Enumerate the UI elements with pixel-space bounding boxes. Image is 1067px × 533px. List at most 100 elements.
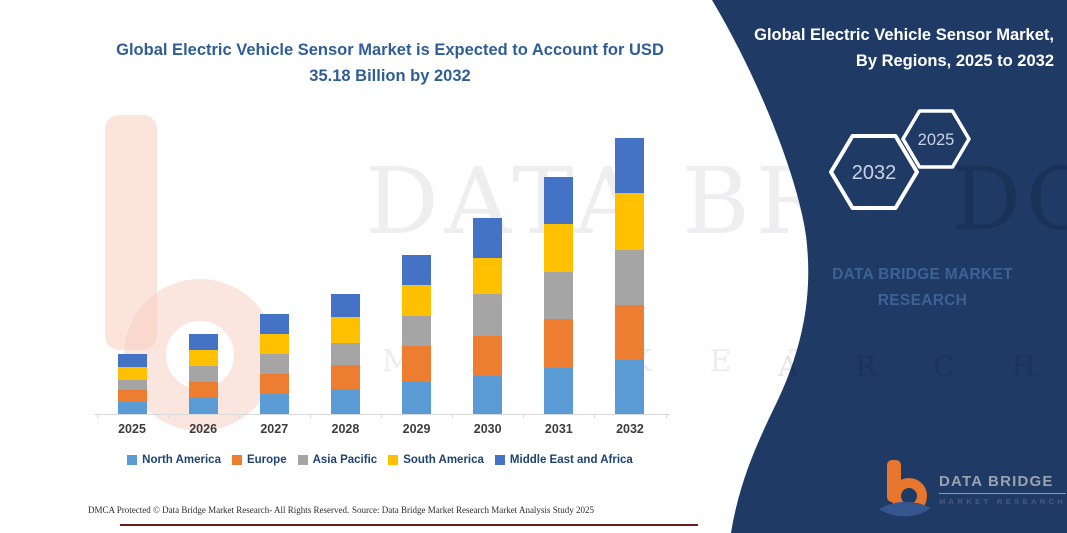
hexagon-2032-badge: 2032 [829,134,919,210]
legend-label: Middle East and Africa [509,454,633,466]
segment-middle-east-and-africa [473,217,503,259]
x-axis-label-2030: 2030 [473,422,502,436]
segment-asia-pacific [544,271,574,320]
panel-brand-watermark-line1: DATA BRIDGE MARKET [832,266,1013,283]
panel-brand-watermark-line2: RESEARCH [877,291,968,309]
segment-europe [259,374,289,394]
legend-label: South America [403,454,484,466]
segment-middle-east-and-africa [117,354,147,367]
segment-north-america [402,381,432,414]
x-axis-label-2031: 2031 [544,422,573,436]
segment-south-america [330,316,360,343]
x-axis-tick [309,414,311,418]
segment-middle-east-and-africa [330,294,360,317]
x-axis-line [94,414,670,415]
hexagon-2025-badge: 2025 [901,109,971,169]
segment-asia-pacific [188,366,218,383]
panel-watermark-letters: DGE [952,150,1067,250]
hex-year-2032: 2032 [852,162,897,184]
legend-item-asia-pacific: Asia Pacific [297,454,378,466]
segment-middle-east-and-africa [615,138,645,194]
segment-asia-pacific [330,342,360,366]
segment-south-america [473,258,503,295]
panel-watermark-row: A R C H [778,350,1060,383]
legend-swatch-icon [127,455,138,465]
logo-tagline: MARKET RESEARCH [939,496,1067,506]
legend-label: Asia Pacific [312,454,378,466]
segment-south-america [117,366,147,381]
panel-title-line1: Global Electric Vehicle Sensor Market, [754,26,1054,44]
x-axis-tick [452,414,454,418]
panel-title-line2: By Regions, 2025 to 2032 [855,52,1054,71]
segment-middle-east-and-africa [402,255,432,286]
segment-south-america [544,224,574,272]
x-axis-label-2026: 2026 [189,422,218,436]
logo-name: DATA BRIDGE [939,473,1067,494]
x-axis-tick [594,414,596,418]
footer-dmca-text: DMCA Protected © Data Bridge Market Rese… [88,505,350,515]
hexagon-year-badges: 2032 2025 [829,109,971,210]
x-axis-label-2028: 2028 [331,422,360,436]
segment-europe [544,319,574,369]
segment-middle-east-and-africa [544,177,574,225]
data-bridge-logo-icon [879,460,931,517]
segment-asia-pacific [117,380,147,391]
legend-item-south-america: South America [388,454,484,466]
segment-middle-east-and-africa [259,313,289,335]
x-axis-tick [167,414,169,418]
legend-swatch-icon [494,455,505,465]
legend-item-north-america: North America [127,454,221,466]
stacked-bar-2031 [544,177,574,414]
x-axis-tick [381,414,383,418]
legend-swatch-icon [297,455,308,465]
segment-south-america [188,350,218,367]
stacked-bar-2032 [615,138,645,414]
x-axis-tick [238,414,240,418]
chart-title: Global Electric Vehicle Sensor Market is… [60,38,720,89]
footer-source-text: Source: Data Bridge Market Research Mark… [352,505,594,515]
legend-label: Europe [246,454,287,466]
segment-asia-pacific [259,354,289,375]
x-axis-tick [523,414,525,418]
stacked-bar-2028 [330,294,360,414]
segment-south-america [615,193,645,250]
stacked-bar-2027 [259,313,289,414]
segment-south-america [259,334,289,355]
chart-title-line1: Global Electric Vehicle Sensor Market is… [116,41,664,59]
x-axis-tick [665,414,667,418]
segment-north-america [615,360,645,414]
stacked-bar-2030 [473,217,503,414]
segment-north-america [473,376,503,414]
legend-item-middle-east-and-africa: Middle East and Africa [494,454,633,466]
panel-title: Global Electric Vehicle Sensor Market, B… [738,22,1054,75]
stacked-bar-2029 [402,255,432,414]
segment-north-america [259,393,289,414]
x-axis-label-2027: 2027 [260,422,289,436]
segment-europe [330,365,360,390]
segment-europe [188,382,218,398]
segment-asia-pacific [473,294,503,336]
segment-north-america [330,389,360,414]
x-axis-label-2029: 2029 [402,422,431,436]
x-axis-tick [96,414,98,418]
legend-item-europe: Europe [231,454,287,466]
segment-europe [473,336,503,376]
segment-europe [402,346,432,382]
x-axis-label-2025: 2025 [118,422,146,436]
segment-south-america [402,285,432,317]
footer-divider-line [120,524,698,526]
stacked-bar-2025 [117,354,147,414]
legend-swatch-icon [231,455,242,465]
logo-text-block: DATA BRIDGE MARKET RESEARCH [939,473,1067,506]
chart-title-line2: 35.18 Billion by 2032 [309,66,471,85]
segment-asia-pacific [402,316,432,347]
chart-legend: North America Europe Asia Pacific South Ame… [55,454,705,466]
segment-europe [117,390,147,402]
x-axis-label-2032: 2032 [616,422,644,436]
segment-north-america [188,397,218,414]
stacked-bar-2026 [188,334,218,414]
segment-north-america [544,368,574,414]
legend-label: North America [142,454,221,466]
segment-europe [615,305,645,360]
